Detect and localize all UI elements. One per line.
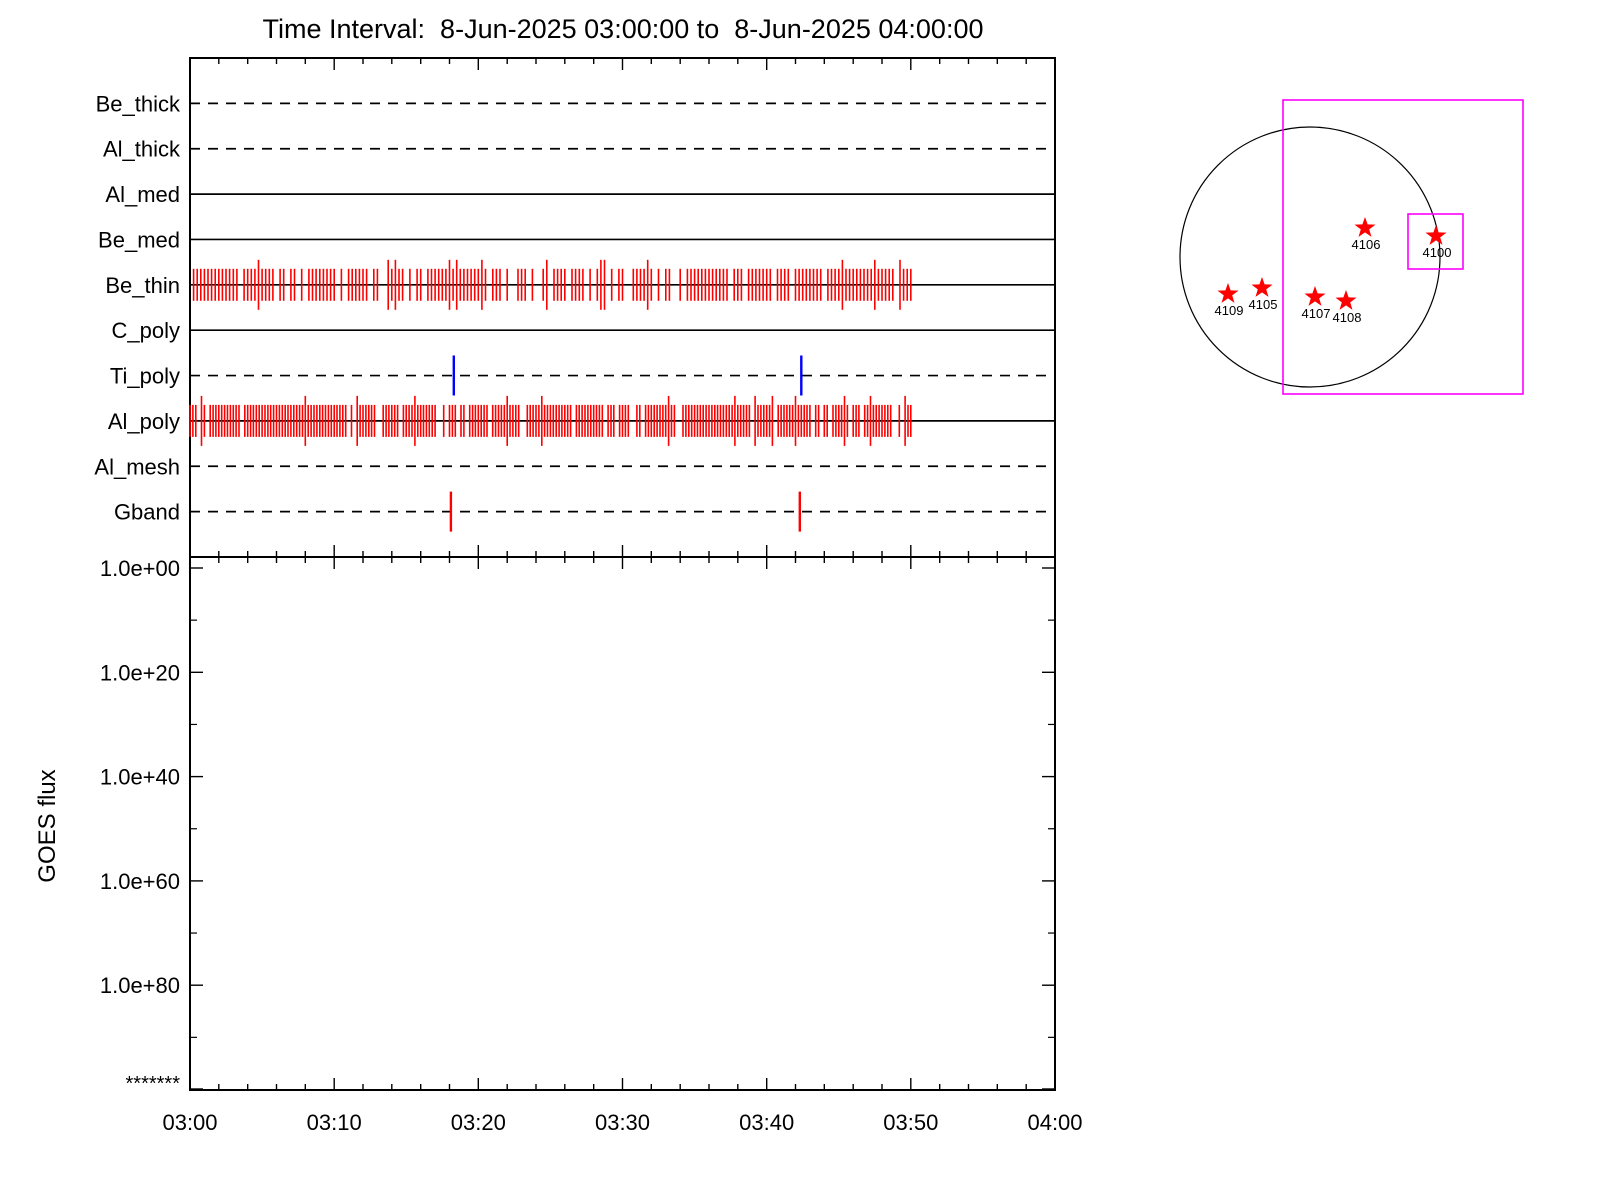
x-axis-tick-label: 03:00	[162, 1110, 217, 1135]
x-axis-tick-label: 03:10	[307, 1110, 362, 1135]
filter-label-al_poly: Al_poly	[108, 409, 180, 434]
filter-label-al_thick: Al_thick	[103, 137, 181, 162]
solar-disk	[1179, 126, 1441, 388]
fov-rect	[1282, 99, 1524, 395]
chart-title: Time Interval: 8-Jun-2025 03:00:00 to 8-…	[262, 14, 984, 44]
x-axis-tick-label: 03:20	[451, 1110, 506, 1135]
active-region-label-4108: 4108	[1333, 310, 1362, 325]
filter-label-c_poly: C_poly	[112, 318, 180, 343]
active-region-label-4107: 4107	[1302, 306, 1331, 321]
target-region-box	[1407, 213, 1464, 270]
active-region-label-4105: 4105	[1249, 297, 1278, 312]
goes-y-tick-label: 1.0e+00	[100, 556, 180, 581]
x-axis-tick-label: 03:30	[595, 1110, 650, 1135]
filter-label-gband: Gband	[114, 500, 180, 525]
active-region-star-4109	[1217, 283, 1239, 303]
active-region-label-4100: 4100	[1423, 245, 1452, 260]
active-region-star-4105	[1251, 277, 1273, 297]
goes-flux-ylabel: GOES flux	[34, 769, 61, 882]
goes-panel-border	[189, 556, 1056, 1091]
filter-label-be_med: Be_med	[98, 227, 180, 252]
active-region-star-4108	[1335, 290, 1357, 310]
goes-y-tick-label: 1.0e+60	[100, 869, 180, 894]
goes-y-tick-label: *******	[126, 1073, 181, 1095]
active-region-label-4106: 4106	[1352, 237, 1381, 252]
filter-label-al_med: Al_med	[105, 182, 180, 207]
filter-label-al_mesh: Al_mesh	[94, 454, 180, 479]
filter-label-be_thin: Be_thin	[105, 273, 180, 298]
goes-y-tick-label: 1.0e+80	[100, 973, 180, 998]
filter-label-be_thick: Be_thick	[96, 91, 181, 116]
active-region-star-4100	[1425, 225, 1447, 245]
filter-panel-border	[189, 57, 1056, 558]
goes-y-tick-label: 1.0e+20	[100, 660, 180, 685]
x-axis-tick-label: 03:50	[883, 1110, 938, 1135]
active-region-star-4107	[1304, 286, 1326, 306]
goes-y-tick-label: 1.0e+40	[100, 765, 180, 790]
active-region-label-4109: 4109	[1215, 303, 1244, 318]
active-region-star-4106	[1354, 217, 1376, 237]
x-axis-tick-label: 03:40	[739, 1110, 794, 1135]
x-axis-tick-label: 04:00	[1027, 1110, 1082, 1135]
filter-label-ti_poly: Ti_poly	[110, 364, 180, 389]
